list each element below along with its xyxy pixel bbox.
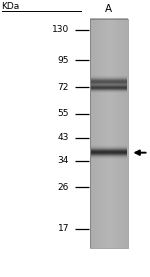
Text: 26: 26 xyxy=(58,183,69,192)
Text: 95: 95 xyxy=(57,56,69,65)
Text: A: A xyxy=(105,4,112,14)
Text: 17: 17 xyxy=(57,224,69,234)
Text: KDa: KDa xyxy=(2,2,20,11)
Text: 72: 72 xyxy=(58,83,69,92)
Bar xyxy=(90,19,128,248)
Text: 55: 55 xyxy=(57,109,69,118)
Text: 130: 130 xyxy=(52,25,69,34)
Text: 34: 34 xyxy=(58,157,69,165)
Text: 43: 43 xyxy=(58,134,69,142)
